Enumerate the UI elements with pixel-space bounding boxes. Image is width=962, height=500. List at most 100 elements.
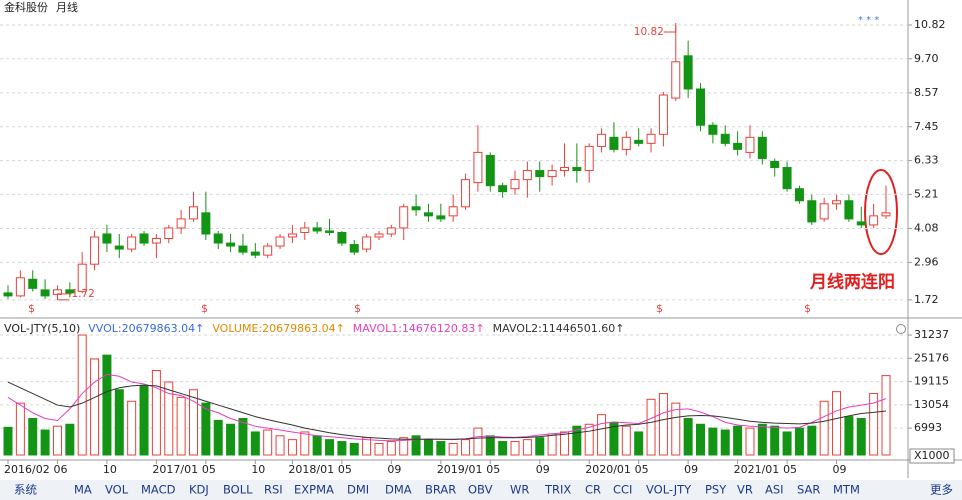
candle-body <box>28 278 38 289</box>
candle-body <box>325 230 335 233</box>
candle-body <box>770 160 780 169</box>
volume-bar <box>621 425 631 456</box>
volume-bar <box>349 442 359 456</box>
x-tick-label: 09 <box>833 463 847 476</box>
candle-body <box>634 139 644 144</box>
volume-bar <box>832 391 842 456</box>
indicator-tab[interactable]: CR <box>585 483 601 497</box>
volume-bar <box>386 441 396 456</box>
candle-body <box>597 133 607 147</box>
x-tick-label: 05 <box>338 463 352 476</box>
volume-bar <box>720 429 730 456</box>
indicator-tab[interactable]: MA <box>74 483 92 497</box>
indicator-tab[interactable]: MTM <box>833 483 860 497</box>
x-tick-label: 2021/01 <box>734 463 780 476</box>
volume-bar <box>856 418 866 456</box>
indicator-tab[interactable]: PSY <box>705 483 727 497</box>
volume-bar <box>646 398 656 456</box>
candle-body <box>127 236 137 250</box>
indicator-tab[interactable]: KDJ <box>189 483 209 497</box>
unit-box <box>909 448 955 464</box>
volume-bar <box>671 402 681 456</box>
volume-bar <box>869 393 879 456</box>
volume-bar <box>745 427 755 456</box>
candle-body <box>436 215 446 220</box>
volume-bar <box>535 437 545 456</box>
volume-bar <box>584 423 594 456</box>
x-tick-label: 2018/01 <box>288 463 334 476</box>
indicator-tab[interactable]: OBV <box>468 483 493 497</box>
x-tick-label: 2017/01 <box>152 463 198 476</box>
candle-body <box>374 233 384 238</box>
indicator-tab[interactable]: ASI <box>765 483 784 497</box>
event-marker[interactable]: $ <box>804 302 811 315</box>
candle-body <box>844 200 854 220</box>
candle-body <box>337 231 347 244</box>
annotation-label: 1.72 <box>71 288 94 300</box>
candle-body <box>832 200 842 205</box>
indicator-tab[interactable]: SAR <box>797 483 820 497</box>
highlight-ellipse <box>864 169 898 255</box>
candle-body <box>139 233 149 244</box>
volume-bar <box>337 441 347 456</box>
volume-bar <box>3 426 13 456</box>
volume-bar <box>473 427 483 456</box>
x-tick-label: 2019/01 <box>437 463 483 476</box>
volume-bar <box>572 425 582 456</box>
y-tick-label: 10.82 <box>914 18 946 31</box>
annotation-leader <box>663 24 677 33</box>
indicator-tab[interactable]: BRAR <box>425 483 456 497</box>
note: 月线两连阳 <box>809 272 895 293</box>
volume-bar <box>77 334 87 456</box>
indicator-tab[interactable]: EXPMA <box>294 483 334 497</box>
candle-body <box>621 136 631 150</box>
event-marker[interactable]: $ <box>201 302 208 315</box>
indicator-tab[interactable]: 更多 <box>930 483 953 497</box>
candle-body <box>349 244 359 253</box>
event-marker[interactable]: $ <box>28 302 35 315</box>
more-dots[interactable]: * * * <box>858 15 879 26</box>
x-tick-label: 09 <box>536 463 550 476</box>
indicator-tab[interactable]: VR <box>737 483 753 497</box>
y-tick-label: 5.21 <box>914 187 939 200</box>
indicator-tab[interactable]: DMI <box>347 483 369 497</box>
volume-bar <box>65 423 75 456</box>
volume-bar <box>757 423 767 456</box>
indicator-tab[interactable]: RSI <box>264 483 283 497</box>
event-marker[interactable]: $ <box>656 302 663 315</box>
indicator-tab[interactable]: VOL-JTY <box>646 483 692 497</box>
indicator-tab[interactable]: DMA <box>385 483 412 497</box>
period-label: 月线 <box>56 0 78 14</box>
candle-body <box>411 206 421 211</box>
candle-body <box>423 212 433 217</box>
indicator-tab[interactable]: WR <box>510 483 529 497</box>
candle-body <box>646 133 656 144</box>
event-markers: $ $ $ $ $ <box>28 302 811 315</box>
indicator-tab[interactable]: TRIX <box>544 483 571 497</box>
indicator-tab[interactable]: BOLL <box>223 483 253 497</box>
candle-body <box>794 188 804 202</box>
volume-bar <box>275 435 285 456</box>
candle-body <box>312 227 322 232</box>
indicator-tab[interactable]: 系统 <box>14 483 37 497</box>
candle-body <box>683 55 693 90</box>
candle-body <box>213 233 223 244</box>
indicator-tab[interactable]: CCI <box>613 483 632 497</box>
candle-body <box>176 218 186 229</box>
y-tick-label: 8.57 <box>914 86 939 99</box>
volume-bar <box>708 427 718 456</box>
candle-body <box>3 292 13 297</box>
legend-item: VOL-JTY(5,10) <box>4 322 80 335</box>
x-tick-label: 05 <box>635 463 649 476</box>
settings-icon[interactable] <box>896 324 906 334</box>
candle-body <box>807 200 817 223</box>
volume-bar <box>881 375 891 456</box>
volume-bar <box>287 439 297 456</box>
x-tick-label: 09 <box>684 463 698 476</box>
indicator-tab[interactable]: VOL <box>105 483 129 497</box>
event-marker[interactable]: $ <box>354 302 361 315</box>
annotation-label: 10.82 <box>634 26 664 38</box>
volume-bar <box>559 431 569 456</box>
indicator-tab[interactable]: MACD <box>141 483 176 497</box>
candle-body <box>263 245 273 256</box>
